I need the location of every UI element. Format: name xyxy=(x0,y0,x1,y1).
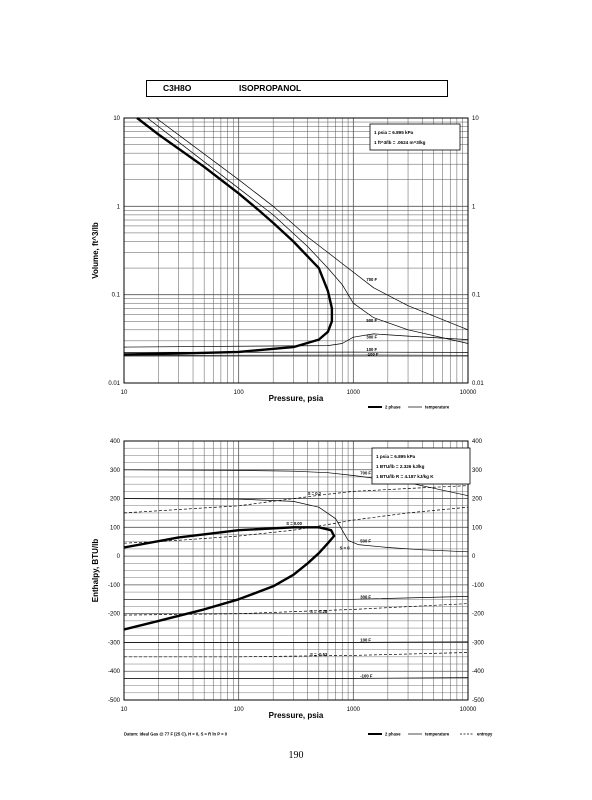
curve-label: 300 F xyxy=(366,335,377,340)
info-line: 1 BTU/lb R = 4.187 kJ/kg K xyxy=(376,474,434,479)
y-tick-label-left: 10 xyxy=(113,116,120,122)
x-axis-title: Pressure, psia xyxy=(269,394,324,403)
temperature-line xyxy=(124,641,469,643)
curve-label: 300 F xyxy=(360,594,371,599)
y-tick-label-right: -200 xyxy=(472,612,485,618)
legend: 2 phase temperature xyxy=(368,405,450,410)
y-tick-label-right: 0.1 xyxy=(472,293,481,299)
y-tick-label-left: 0.1 xyxy=(112,293,121,299)
chart-title-box: C3H8O ISOPROPANOL xyxy=(146,80,448,97)
y-tick-label-left: 0.01 xyxy=(108,381,120,387)
curve-label: S = -0.53 xyxy=(310,652,328,657)
curve-label: 700 F xyxy=(360,471,371,476)
curve-label: S = 0.2 xyxy=(308,491,322,496)
plot-frame xyxy=(123,440,469,701)
curve-label: S = 0 xyxy=(340,545,351,550)
y-tick-label-left: -400 xyxy=(108,669,121,675)
x-axis-title: Pressure, psia xyxy=(269,711,324,720)
y-tick-label-left: -200 xyxy=(108,612,121,618)
curve-label: S = -0.28 xyxy=(310,609,328,614)
x-tick-label: 100 xyxy=(234,390,245,396)
x-tick-label: 1000 xyxy=(347,390,361,396)
y-tick-label-left: -100 xyxy=(108,583,121,589)
temperature-line xyxy=(124,596,469,600)
conversion-info-box: 1 psia = 6.895 kPa 1 BTU/lb = 2.326 kJ/kg… xyxy=(371,447,471,485)
entropy-line xyxy=(123,485,469,514)
legend-label: temperature xyxy=(425,732,450,737)
x-tick-label: 1000 xyxy=(347,707,361,713)
y-tick-label-right: -100 xyxy=(472,583,485,589)
x-tick-label: 100 xyxy=(234,707,245,713)
enthalpy-pressure-chart: 700 F 500 F 300 F 100 F -100 F S = 0.2 S = 0.0… xyxy=(91,439,493,737)
legend-label: entropy xyxy=(477,732,493,737)
volume-pressure-chart: 700 F 500 F 300 F 100 F-100 F 10 100 1000 10000… xyxy=(91,116,484,410)
y-tick-label-left: 200 xyxy=(110,497,121,503)
two-phase-curve xyxy=(123,526,336,631)
entropy-line xyxy=(123,603,469,616)
entropy-line xyxy=(123,506,469,544)
datum-footnote: Datum: Ideal Gas @ 77 F (25 C), H = 0, S… xyxy=(124,732,228,737)
curve-label: S = 0.00 xyxy=(286,521,302,526)
entropy-line xyxy=(124,652,469,658)
curve-label: 100 F xyxy=(360,638,371,643)
y-tick-label-left: 0 xyxy=(117,554,121,560)
y-tick-label-right: 0.01 xyxy=(472,381,484,387)
y-tick-label-right: 200 xyxy=(472,497,483,503)
legend-label: temperature xyxy=(425,405,450,410)
legend-label: 2 phase xyxy=(385,405,401,410)
info-box-frame xyxy=(369,123,461,151)
curve-label: 100 F xyxy=(366,347,377,352)
grid xyxy=(124,118,468,383)
y-tick-label-left: 1 xyxy=(117,204,121,210)
y-tick-label-right: -300 xyxy=(472,640,485,646)
curve-label: 500 F xyxy=(366,318,377,323)
info-box-frame xyxy=(371,447,471,485)
y-tick-label-right: 400 xyxy=(472,439,483,445)
curve-label: 700 F xyxy=(366,277,377,282)
x-tick-label: 10000 xyxy=(460,707,477,713)
conversion-info-box: 1 psia = 6.895 kPa 1 ft^3/lb = .0624 m^3/… xyxy=(369,123,461,151)
x-tick-label: 10000 xyxy=(460,390,477,396)
legend-label: 2 phase xyxy=(385,732,401,737)
curve-label: -100 F xyxy=(366,352,379,357)
temperature-line xyxy=(123,498,469,553)
two-phase-curve xyxy=(123,117,334,356)
x-tick-label: 10 xyxy=(121,707,128,713)
legend: 2 phase temperature entropy xyxy=(368,732,493,737)
y-tick-label-left: -300 xyxy=(108,640,121,646)
compound-name: ISOPROPANOL xyxy=(239,83,302,93)
info-line: 1 psia = 6.895 kPa xyxy=(374,130,414,135)
plot-frame xyxy=(123,117,469,384)
chemical-formula: C3H8O xyxy=(163,83,192,93)
info-line: 1 ft^3/lb = .0624 m^3/kg xyxy=(374,140,426,145)
y-tick-label-left: 400 xyxy=(110,439,121,445)
y-tick-label-left: 100 xyxy=(110,525,121,531)
temperature-line xyxy=(124,677,469,679)
y-tick-label-right: 10 xyxy=(472,116,479,122)
y-tick-label-right: 300 xyxy=(472,468,483,474)
temperature-line xyxy=(147,117,469,344)
info-line: 1 psia = 6.895 kPa xyxy=(376,454,416,459)
y-tick-label-left: 300 xyxy=(110,468,121,474)
y-tick-label-right: 0 xyxy=(472,554,476,560)
y-tick-label-right: 1 xyxy=(472,204,476,210)
y-tick-label-right: -500 xyxy=(472,698,485,704)
temperature-line xyxy=(155,117,469,331)
y-axis-title: Volume, ft^3/lb xyxy=(91,222,100,279)
page-number: 190 xyxy=(288,750,304,761)
temperature-line xyxy=(123,333,469,348)
info-line: 1 BTU/lb = 2.326 kJ/kg xyxy=(376,464,425,469)
curve-label: -100 F xyxy=(360,674,373,679)
y-tick-label-right: 100 xyxy=(472,525,483,531)
y-tick-label-right: -400 xyxy=(472,669,485,675)
x-tick-label: 10 xyxy=(121,390,128,396)
y-axis-title: Enthalpy, BTU/lb xyxy=(91,539,100,603)
curve-label: 500 F xyxy=(360,538,371,543)
y-tick-label-left: -500 xyxy=(108,698,121,704)
